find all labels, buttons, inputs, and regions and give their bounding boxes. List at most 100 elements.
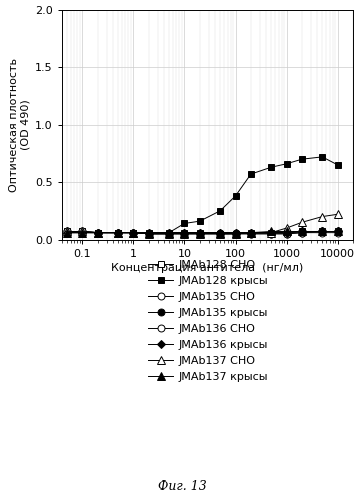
JMAb135 крысы: [116, 230, 120, 236]
JMAb128 крысы: [95, 230, 100, 236]
JMAb136 CHO: [146, 231, 151, 237]
JMAb128 CHO: [80, 229, 84, 235]
JMAb135 CHO: [218, 231, 222, 237]
Legend: JMAb128 CHO, JMAb128 крысы, JMAb135 CHO, JMAb135 крысы, JMAb136 CHO, JMAb136 кры: JMAb128 CHO, JMAb128 крысы, JMAb135 CHO,…: [144, 255, 272, 387]
JMAb128 крысы: [218, 208, 222, 214]
JMAb137 крысы: [182, 230, 187, 236]
JMAb135 крысы: [80, 230, 84, 236]
JMAb137 CHO: [218, 231, 222, 237]
JMAb136 крысы: [65, 230, 69, 236]
JMAb136 крысы: [198, 230, 202, 236]
JMAb137 CHO: [167, 231, 171, 237]
JMAb128 CHO: [95, 230, 100, 236]
JMAb136 CHO: [95, 230, 100, 236]
Line: JMAb137 CHO: JMAb137 CHO: [63, 210, 342, 238]
JMAb135 CHO: [146, 231, 151, 237]
JMAb136 крысы: [284, 230, 289, 236]
Y-axis label: Оптическая плотность
(OD 490): Оптическая плотность (OD 490): [9, 58, 31, 192]
JMAb136 CHO: [300, 230, 304, 236]
JMAb128 CHO: [218, 231, 222, 237]
JMAb135 крысы: [131, 230, 135, 236]
JMAb137 CHO: [95, 230, 100, 236]
JMAb137 CHO: [146, 231, 151, 237]
JMAb136 крысы: [269, 230, 273, 236]
JMAb137 крысы: [284, 229, 289, 235]
JMAb135 CHO: [182, 231, 187, 237]
JMAb136 CHO: [233, 231, 238, 237]
JMAb128 крысы: [249, 171, 253, 177]
Line: JMAb136 крысы: JMAb136 крысы: [64, 229, 340, 236]
JMAb128 CHO: [146, 231, 151, 237]
JMAb137 крысы: [269, 229, 273, 235]
JMAb136 CHO: [269, 231, 273, 237]
JMAb128 крысы: [146, 230, 151, 236]
JMAb128 крысы: [336, 162, 340, 168]
JMAb137 крысы: [233, 230, 238, 236]
JMAb128 крысы: [284, 161, 289, 167]
JMAb135 крысы: [182, 230, 187, 236]
JMAb135 крысы: [146, 230, 151, 236]
JMAb137 крысы: [336, 229, 340, 235]
JMAb135 CHO: [249, 231, 253, 237]
JMAb128 крысы: [198, 218, 202, 224]
JMAb128 CHO: [269, 230, 273, 236]
JMAb136 крысы: [233, 230, 238, 236]
JMAb135 крысы: [198, 230, 202, 236]
Line: JMAb135 крысы: JMAb135 крысы: [63, 228, 341, 236]
JMAb137 крысы: [95, 230, 100, 236]
JMAb135 CHO: [320, 230, 324, 236]
JMAb128 крысы: [131, 230, 135, 236]
JMAb137 крысы: [65, 230, 69, 236]
JMAb135 крысы: [167, 230, 171, 236]
JMAb136 крысы: [146, 230, 151, 236]
JMAb128 CHO: [320, 229, 324, 235]
JMAb137 крысы: [320, 229, 324, 235]
JMAb136 CHO: [218, 231, 222, 237]
Line: JMAb128 CHO: JMAb128 CHO: [63, 228, 341, 237]
Line: JMAb128 крысы: JMAb128 крысы: [63, 153, 341, 236]
JMAb136 CHO: [80, 229, 84, 235]
JMAb137 крысы: [198, 230, 202, 236]
JMAb128 CHO: [300, 229, 304, 235]
Line: JMAb135 CHO: JMAb135 CHO: [63, 228, 341, 237]
Line: JMAb136 CHO: JMAb136 CHO: [63, 228, 341, 237]
JMAb136 CHO: [116, 230, 120, 236]
JMAb135 крысы: [284, 230, 289, 236]
JMAb137 крысы: [80, 230, 84, 236]
JMAb136 CHO: [182, 231, 187, 237]
JMAb137 крысы: [218, 230, 222, 236]
JMAb137 крысы: [167, 230, 171, 236]
JMAb128 CHO: [233, 231, 238, 237]
JMAb128 крысы: [269, 164, 273, 170]
JMAb137 крысы: [116, 230, 120, 236]
JMAb128 CHO: [167, 231, 171, 237]
JMAb137 CHO: [182, 231, 187, 237]
JMAb136 CHO: [167, 231, 171, 237]
JMAb137 крысы: [131, 230, 135, 236]
JMAb136 крысы: [300, 229, 304, 235]
JMAb137 CHO: [116, 230, 120, 236]
JMAb135 крысы: [218, 230, 222, 236]
JMAb135 CHO: [131, 230, 135, 236]
JMAb135 CHO: [284, 231, 289, 237]
JMAb136 CHO: [198, 231, 202, 237]
JMAb137 CHO: [233, 231, 238, 237]
JMAb135 крысы: [336, 229, 340, 235]
JMAb137 крысы: [300, 229, 304, 235]
JMAb137 крысы: [249, 230, 253, 236]
JMAb137 CHO: [336, 211, 340, 217]
JMAb135 крысы: [65, 230, 69, 236]
JMAb136 CHO: [320, 229, 324, 235]
JMAb136 CHO: [249, 231, 253, 237]
JMAb136 крысы: [80, 230, 84, 236]
JMAb128 крысы: [300, 156, 304, 162]
JMAb128 CHO: [198, 230, 202, 236]
JMAb128 CHO: [182, 230, 187, 236]
JMAb135 крысы: [233, 230, 238, 236]
JMAb137 CHO: [269, 230, 273, 236]
JMAb136 CHO: [65, 229, 69, 235]
JMAb135 крысы: [249, 230, 253, 236]
JMAb128 крысы: [167, 230, 171, 236]
JMAb135 CHO: [95, 230, 100, 236]
JMAb128 CHO: [336, 229, 340, 235]
